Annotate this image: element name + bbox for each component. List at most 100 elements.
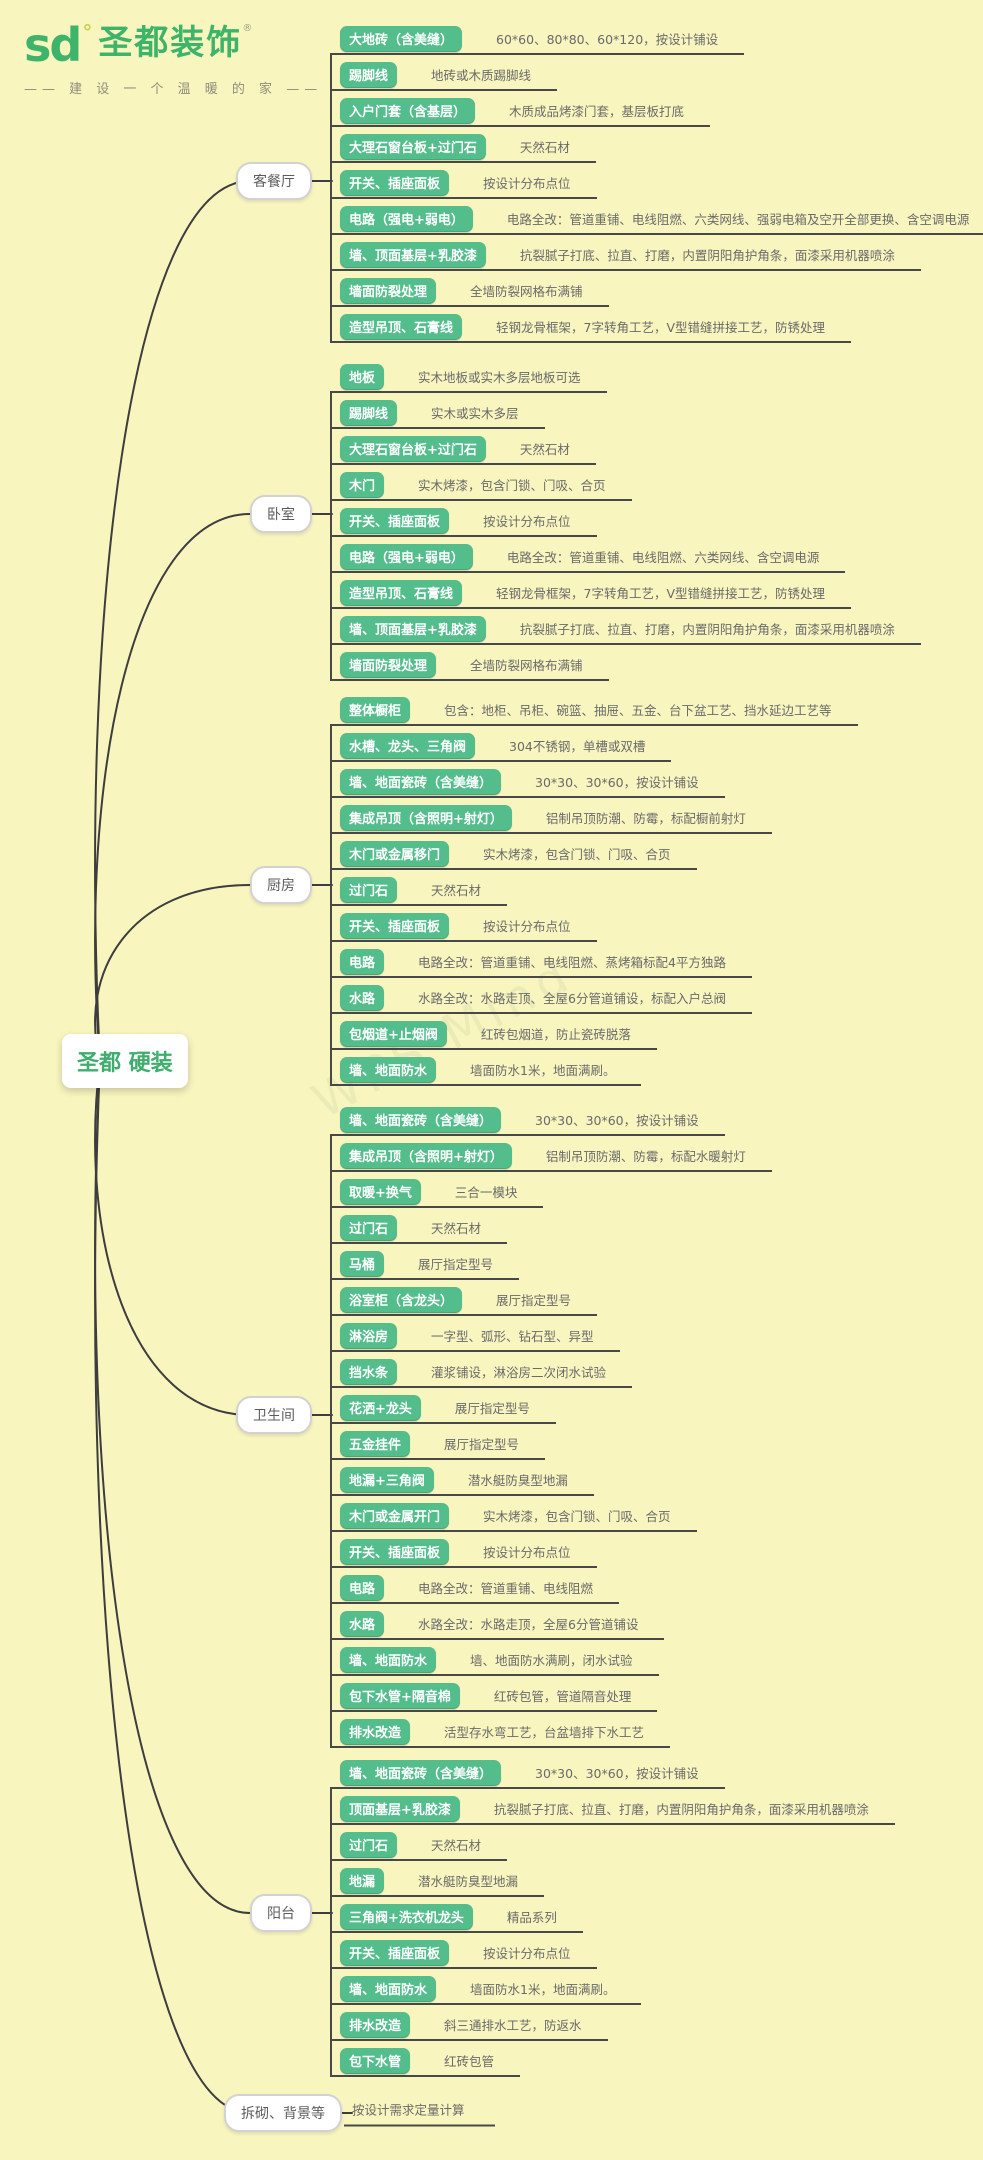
topic-node[interactable]: 过门石 [340,1831,398,1858]
topic-node[interactable]: 墙、地面防水 [340,1056,437,1083]
topic-node[interactable]: 开关、插座面板 [340,1939,450,1966]
topic-row-inner[interactable]: 水路 水路全改：水路走顶、全屋6分管道铺设，标配入户总阀 [330,983,752,1014]
topic-node[interactable]: 整体橱柜 [340,696,411,723]
branch-node-1[interactable]: 客餐厅 [236,162,312,200]
topic-row-inner[interactable]: 取暖+换气 三合一模块 [330,1177,544,1208]
topic-node[interactable]: 开关、插座面板 [340,1538,450,1565]
topic-row-inner[interactable]: 踢脚线 地砖或木质踢脚线 [330,60,558,91]
topic-row-inner[interactable]: 墙、地面瓷砖（含美缝） 30*30、30*60，按设计铺设 [330,1105,725,1136]
topic-node[interactable]: 木门或金属移门 [340,840,450,867]
topic-row-inner[interactable]: 三角阀+洗衣机龙头 精品系列 [330,1902,583,1933]
root-node[interactable]: 圣都 硬装 [62,1034,188,1088]
topic-node[interactable]: 墙、地面防水 [340,1646,437,1673]
topic-node[interactable]: 水槽、龙头、三角阀 [340,732,476,759]
topic-node[interactable]: 排水改造 [340,1718,411,1745]
topic-row-inner[interactable]: 造型吊顶、石膏线 轻钢龙骨框架，7字转角工艺，V型错缝拼接工艺，防锈处理 [330,578,852,609]
topic-row-inner[interactable]: 过门石 天然石材 [330,1213,508,1244]
topic-node[interactable]: 墙、地面防水 [340,1975,437,2002]
topic-node[interactable]: 踢脚线 [340,61,398,88]
topic-row-inner[interactable]: 过门石 天然石材 [330,875,508,906]
topic-node[interactable]: 三角阀+洗衣机龙头 [340,1903,473,1930]
topic-row-inner[interactable]: 电路（强电+弱电） 电路全改：管道重铺、电线阻燃、六类网线、强弱电箱及空开全部更换… [330,204,983,235]
branch-node-2[interactable]: 卧室 [250,495,312,533]
topic-row-inner[interactable]: 顶面基层+乳胶漆 抗裂腻子打底、拉直、打磨，内置阴阳角护角条，面漆采用机器喷涂 [330,1794,895,1825]
topic-row-inner[interactable]: 墙、顶面基层+乳胶漆 抗裂腻子打底、拉直、打磨，内置阴阳角护角条，面漆采用机器喷涂 [330,614,921,645]
topic-row-inner[interactable]: 木门或金属移门 实木烤漆，包含门锁、门吸、合页 [330,839,697,870]
topic-row-inner[interactable]: 大理石窗台板+过门石 天然石材 [330,434,596,465]
topic-node[interactable]: 墙面防裂处理 [340,277,437,304]
topic-node[interactable]: 集成吊顶（含照明+射灯） [340,1142,512,1169]
topic-row-inner[interactable]: 排水改造 斜三通排水工艺，防返水 [330,2010,608,2041]
topic-node[interactable]: 电路（强电+弱电） [340,205,473,232]
topic-row-inner[interactable]: 浴室柜（含龙头） 展厅指定型号 [330,1285,598,1316]
topic-node[interactable]: 开关、插座面板 [340,912,450,939]
topic-node[interactable]: 电路 [340,948,385,975]
topic-row-inner[interactable]: 踢脚线 实木或实木多层 [330,398,545,429]
topic-row-inner[interactable]: 墙、顶面基层+乳胶漆 抗裂腻子打底、拉直、打磨，内置阴阳角护角条，面漆采用机器喷涂 [330,240,921,271]
topic-row-inner[interactable]: 花洒+龙头 展厅指定型号 [330,1393,556,1424]
topic-node[interactable]: 顶面基层+乳胶漆 [340,1795,460,1822]
topic-row-inner[interactable]: 地漏+三角阀 潜水艇防臭型地漏 [330,1465,594,1496]
topic-row-inner[interactable]: 过门石 天然石材 [330,1830,508,1861]
topic-node[interactable]: 入户门套（含基层） [340,97,476,124]
topic-node[interactable]: 墙、地面瓷砖（含美缝） [340,1106,502,1133]
topic-row-inner[interactable]: 包下水管+隔音棉 红砖包管，管道隔音处理 [330,1681,658,1712]
topic-node[interactable]: 排水改造 [340,2011,411,2038]
topic-node[interactable]: 水路 [340,1610,385,1637]
topic-row-inner[interactable]: 地漏 潜水艇防臭型地漏 [330,1866,545,1897]
topic-row-inner[interactable]: 墙、地面防水 墙面防水1米，地面满刷。 [330,1974,642,2005]
topic-row-inner[interactable]: 墙、地面瓷砖（含美缝） 30*30、30*60，按设计铺设 [330,1758,725,1789]
topic-node[interactable]: 木门 [340,471,385,498]
topic-node[interactable]: 墙、地面瓷砖（含美缝） [340,1759,502,1786]
topic-node[interactable]: 淋浴房 [340,1322,398,1349]
topic-row-inner[interactable]: 五金挂件 展厅指定型号 [330,1429,546,1460]
topic-node[interactable]: 墙面防裂处理 [340,651,437,678]
topic-node[interactable]: 墙、顶面基层+乳胶漆 [340,615,486,642]
topic-row-inner[interactable]: 包下水管 红砖包管 [330,2046,521,2077]
topic-node[interactable]: 造型吊顶、石膏线 [340,579,463,606]
topic-node[interactable]: 浴室柜（含龙头） [340,1286,463,1313]
topic-node[interactable]: 踢脚线 [340,399,398,426]
topic-row-inner[interactable]: 马桶 展厅指定型号 [330,1249,520,1280]
topic-node[interactable]: 地漏+三角阀 [340,1466,434,1493]
topic-row-inner[interactable]: 大地砖（含美缝） 60*60、80*80、60*120，按设计铺设 [330,24,745,55]
topic-node[interactable]: 五金挂件 [340,1430,411,1457]
topic-node[interactable]: 电路 [340,1574,385,1601]
topic-node[interactable]: 包烟道+止烟阀 [340,1020,447,1047]
topic-node[interactable]: 电路（强电+弱电） [340,543,473,570]
topic-node[interactable]: 集成吊顶（含照明+射灯） [340,804,512,831]
topic-row-inner[interactable]: 木门 实木烤漆，包含门锁、门吸、合页 [330,470,632,501]
topic-row-inner[interactable]: 电路（强电+弱电） 电路全改：管道重铺、电线阻燃、六类网线、含空调电源 [330,542,846,573]
topic-row-inner[interactable]: 电路 电路全改：管道重铺、电线阻燃 [330,1573,620,1604]
topic-row-inner[interactable]: 电路 电路全改：管道重铺、电线阻燃、蒸烤箱标配4平方独路 [330,947,752,978]
topic-row-inner[interactable]: 开关、插座面板 按设计分布点位 [330,911,597,942]
topic-row-inner[interactable]: 墙面防裂处理 全墙防裂网格布满铺 [330,650,609,681]
topic-row-inner[interactable]: 地板 实木地板或实木多层地板可选 [330,362,607,393]
topic-row-inner[interactable]: 墙面防裂处理 全墙防裂网格布满铺 [330,276,609,307]
topic-node[interactable]: 大理石窗台板+过门石 [340,435,486,462]
topic-node[interactable]: 过门石 [340,1214,398,1241]
topic-row-inner[interactable]: 墙、地面瓷砖（含美缝） 30*30、30*60，按设计铺设 [330,767,725,798]
topic-row-inner[interactable]: 木门或金属开门 实木烤漆，包含门锁、门吸、合页 [330,1501,697,1532]
topic-row-inner[interactable]: 包烟道+止烟阀 红砖包烟道，防止瓷砖脱落 [330,1019,657,1050]
topic-row-inner[interactable]: 墙、地面防水 墙面防水1米，地面满刷。 [330,1055,642,1086]
topic-node[interactable]: 包下水管 [340,2047,411,2074]
topic-row-inner[interactable]: 开关、插座面板 按设计分布点位 [330,168,597,199]
topic-row-inner[interactable]: 水路 水路全改：水路走顶，全屋6分管道铺设 [330,1609,665,1640]
topic-node[interactable]: 墙、顶面基层+乳胶漆 [340,241,486,268]
topic-row-inner[interactable]: 集成吊顶（含照明+射灯） 铝制吊顶防潮、防霉，标配橱前射灯 [330,803,772,834]
topic-node[interactable]: 地板 [340,363,385,390]
topic-node[interactable]: 取暖+换气 [340,1178,421,1205]
topic-node[interactable]: 大理石窗台板+过门石 [340,133,486,160]
topic-row-inner[interactable]: 墙、地面防水 墙、地面防水满刷，闭水试验 [330,1645,659,1676]
branch-node-6[interactable]: 拆砌、背景等 [224,2094,342,2132]
topic-row-inner[interactable]: 开关、插座面板 按设计分布点位 [330,1938,597,1969]
topic-node[interactable]: 开关、插座面板 [340,169,450,196]
topic-node[interactable]: 开关、插座面板 [340,507,450,534]
topic-node[interactable]: 包下水管+隔音棉 [340,1682,460,1709]
topic-node[interactable]: 大地砖（含美缝） [340,25,463,52]
topic-node[interactable]: 木门或金属开门 [340,1502,450,1529]
topic-node[interactable]: 墙、地面瓷砖（含美缝） [340,768,502,795]
branch-node-4[interactable]: 卫生间 [236,1396,312,1434]
topic-node[interactable]: 挡水条 [340,1358,398,1385]
